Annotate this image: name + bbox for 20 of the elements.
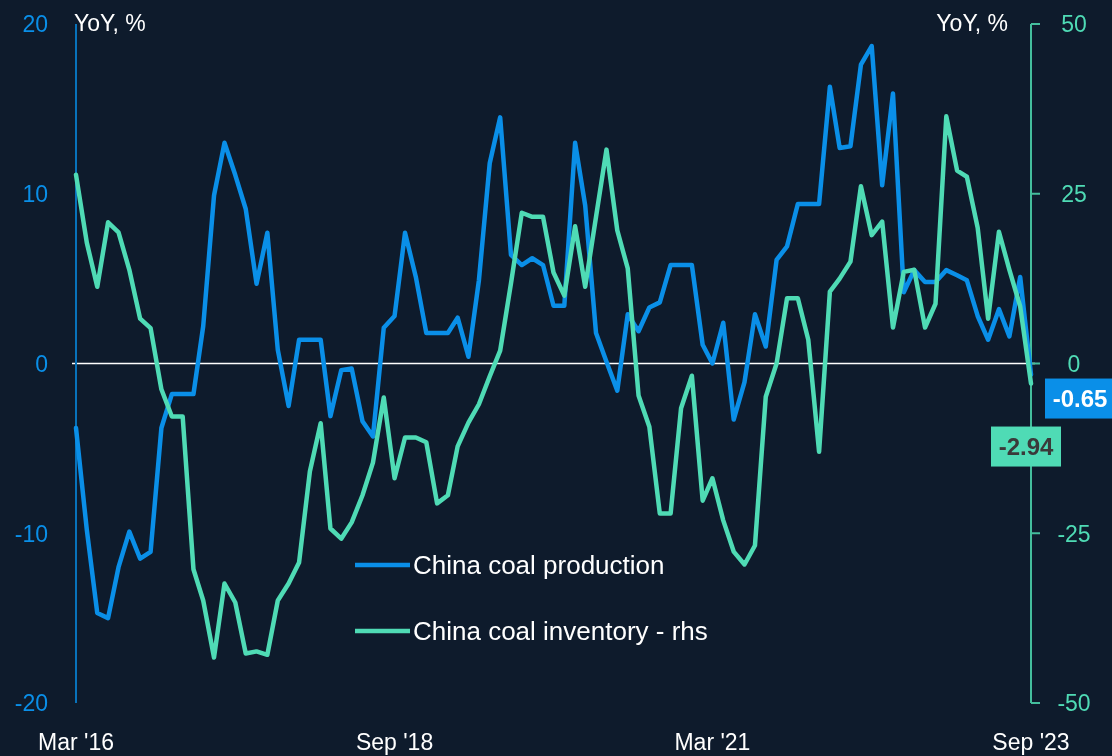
y2-tick-label: 25 — [1061, 181, 1087, 208]
y-tick-label: -10 — [14, 520, 48, 547]
y2-tick-label: -50 — [1057, 690, 1091, 717]
y2-tick-label: -25 — [1057, 520, 1091, 547]
legend-label: China coal inventory - rhs — [413, 616, 708, 647]
x-tick-label: Mar '16 — [38, 729, 114, 756]
y2-tick-label: 50 — [1061, 11, 1087, 38]
y2-tick-label: 0 — [1067, 350, 1081, 377]
data-label: -2.94 — [998, 433, 1054, 461]
x-tick-label: Sep '18 — [355, 729, 434, 756]
data-label: -0.65 — [1052, 385, 1108, 413]
x-tick-label: Mar '21 — [674, 729, 751, 756]
y2-axis-title: YoY, % — [936, 9, 1008, 36]
x-tick-label: Sep '23 — [992, 729, 1070, 756]
y-axis-title: YoY, % — [74, 9, 146, 36]
y-tick-label: -20 — [14, 690, 48, 717]
y-tick-label: 10 — [22, 181, 48, 208]
y-tick-label: 20 — [22, 11, 48, 38]
legend-label: China coal production — [413, 550, 665, 581]
y-tick-label: 0 — [35, 350, 48, 377]
